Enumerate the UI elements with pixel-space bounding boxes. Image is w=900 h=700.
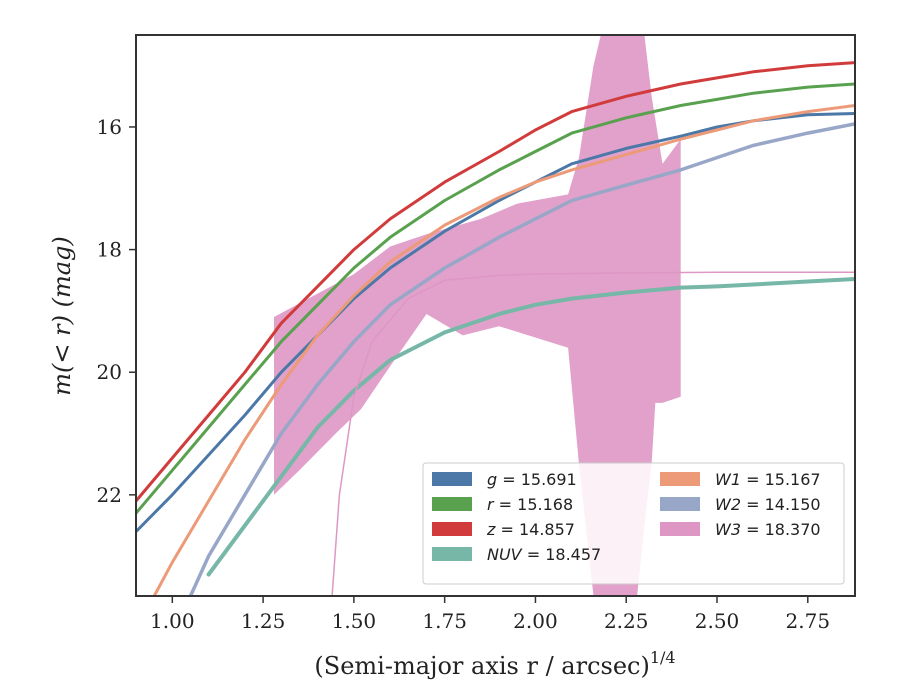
legend-swatch-w3	[660, 522, 700, 536]
legend-swatch-r	[432, 497, 472, 511]
series-line-w1	[152, 104, 855, 596]
legend-swatch-g	[432, 472, 472, 486]
x-tick-label: 2.50	[695, 609, 740, 633]
y-tick-label: 22	[97, 483, 122, 507]
legend-swatch-nuv	[432, 547, 472, 561]
x-axis-label-main: (Semi-major axis r / arcsec)	[314, 652, 649, 680]
series-line-r	[136, 82, 855, 515]
y-axis-label: m(< r) (mag)	[48, 236, 76, 395]
x-axis-label: (Semi-major axis r / arcsec)1/4	[314, 648, 675, 680]
x-tick-label: 1.25	[241, 609, 286, 633]
legend-label-z: z = 14.857	[486, 520, 575, 539]
plot-frame	[135, 34, 856, 597]
series-line-nuv	[206, 277, 855, 577]
legend-swatch-w1	[660, 472, 700, 486]
x-tick-label: 2.00	[513, 609, 558, 633]
legend-frame	[422, 462, 845, 585]
x-tick-label: 1.00	[150, 609, 195, 633]
series-line-g	[136, 112, 855, 534]
legend-swatch-z	[432, 522, 472, 536]
x-tick-label: 2.25	[604, 609, 649, 633]
series-band-w3	[274, 35, 681, 596]
x-tick-label: 1.75	[422, 609, 467, 633]
legend-label-nuv: NUV = 18.457	[487, 545, 601, 564]
y-tick-label: 18	[97, 238, 122, 262]
legend-label-g: g = 15.691	[487, 470, 577, 489]
y-tick-label: 16	[97, 115, 122, 139]
x-axis-label-exponent: 1/4	[650, 648, 676, 667]
legend-swatch-w2	[660, 497, 700, 511]
x-tick-label: 1.50	[332, 609, 377, 633]
series-line-w2	[188, 122, 855, 596]
y-tick-label: 20	[97, 360, 122, 384]
series-line-w3	[331, 271, 855, 596]
x-axis-ticks: 1.00 1.25 1.50 1.75 2.00 2.25 2.50 2.75	[150, 596, 830, 633]
x-tick-label: 2.75	[786, 609, 831, 633]
series-line-z	[136, 61, 855, 503]
series-layer	[136, 35, 855, 596]
legend-label-w2: W2 = 14.150	[715, 495, 821, 514]
legend-label-r: r = 15.168	[487, 495, 573, 514]
legend-label-w3: W3 = 18.370	[715, 520, 821, 539]
legend-label-w1: W1 = 15.167	[715, 470, 821, 489]
y-axis-ticks: 16 18 20 22	[97, 115, 136, 507]
legend-entries: g = 15.691 r = 15.168 z = 14.857 NUV = 18.4…	[432, 470, 821, 564]
legend: g = 15.691 r = 15.168 z = 14.857 NUV = 18.4…	[422, 462, 845, 585]
